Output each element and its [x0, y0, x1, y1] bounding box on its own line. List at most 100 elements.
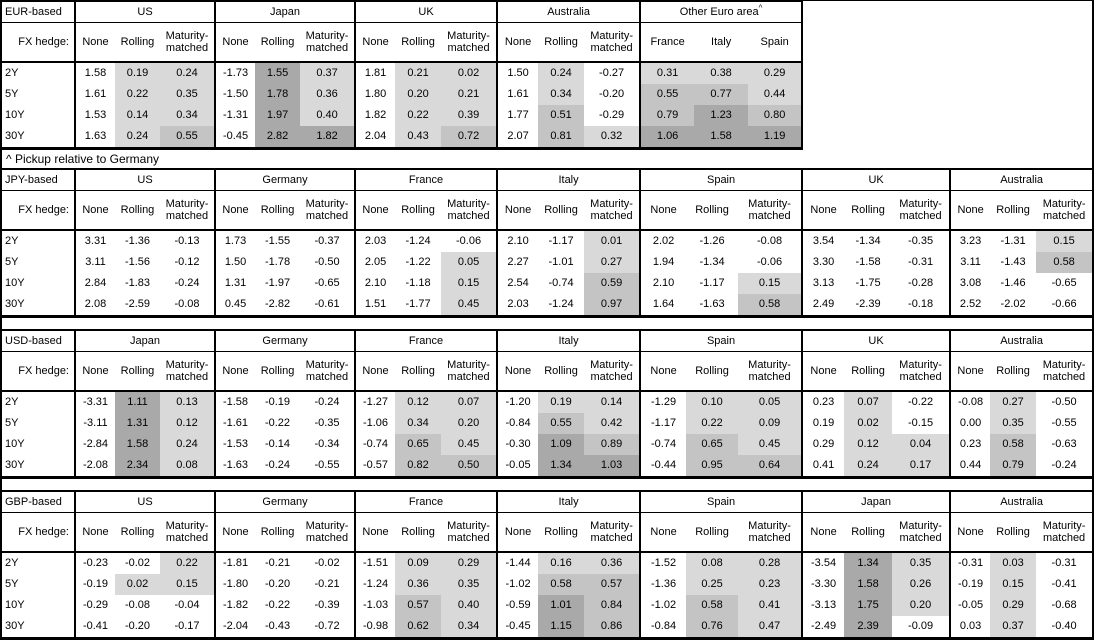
value-cell: 0.34: [395, 413, 442, 434]
value-cell: -0.39: [314, 599, 340, 611]
value-cell: -1.34: [699, 256, 725, 268]
value-cell: 2.10: [496, 230, 539, 252]
value-cell: 0.34: [538, 84, 585, 105]
value-cell: -0.41: [74, 616, 115, 639]
column-header: Rolling: [255, 190, 301, 231]
column-header: None: [949, 512, 991, 553]
value-cell: -1.97: [264, 277, 291, 289]
value-cell: -1.53: [214, 434, 256, 455]
group-header: Japan: [801, 491, 951, 513]
value-cell: -1.31: [214, 105, 256, 126]
column-header: Rolling: [686, 351, 739, 392]
value-cell: -1.50: [214, 84, 256, 105]
column-header: None: [74, 512, 115, 553]
column-header: None: [496, 22, 539, 63]
value-cell: -1.63: [699, 298, 725, 310]
column-header: Maturity-matched: [1036, 512, 1093, 553]
data-row: 30Y -0.41 -0.20 -0.17 -2.04 -0.43 -0.72 -0.98 0.…: [2, 616, 1092, 639]
value-cell: -2.84: [74, 434, 115, 455]
value-cell: -0.30: [496, 434, 539, 455]
column-header: Rolling: [395, 512, 442, 553]
value-cell: 0.43: [395, 126, 442, 149]
column-header: Rolling: [395, 190, 442, 231]
value-cell: 1.53: [74, 105, 115, 126]
group-header: Other Euro area^: [639, 1, 803, 23]
value-cell: 0.01: [584, 230, 641, 252]
value-cell: -1.55: [264, 235, 291, 247]
value-cell: -0.34: [314, 438, 340, 450]
column-header: None: [949, 190, 991, 231]
value-cell: -1.06: [354, 413, 396, 434]
value-cell: 0.02: [115, 574, 160, 595]
column-header: Rolling: [115, 190, 160, 231]
value-cell: -1.51: [354, 552, 396, 574]
value-cell: -1.17: [639, 413, 687, 434]
hedge-header-row: FX hedge: None Rolling Maturity-matched None…: [2, 190, 1093, 231]
group-header: UK: [801, 330, 951, 352]
data-row: 30Y 2.08 -2.59 -0.08 0.45 -2.82 -0.61 1.51 -1.77…: [2, 294, 1092, 317]
value-cell: -0.41: [1051, 578, 1077, 590]
value-cell: -0.45: [496, 616, 539, 639]
value-cell: 3.11: [74, 252, 115, 273]
column-header: Rolling: [844, 190, 893, 231]
value-cell: 0.45: [738, 434, 803, 455]
value-cell: -0.19: [949, 574, 991, 595]
value-cell: 1.75: [844, 595, 893, 616]
value-cell: 1.31: [115, 413, 160, 434]
value-cell: 1.81: [354, 62, 396, 84]
value-cell: 0.19: [801, 413, 845, 434]
group-header: Australia: [949, 330, 1093, 352]
value-cell: -1.34: [855, 235, 881, 247]
value-cell: 2.52: [949, 294, 991, 317]
value-cell: -1.27: [354, 391, 396, 413]
column-header: Maturity-matched: [441, 351, 498, 392]
value-cell: 0.40: [300, 105, 356, 126]
table-base-label: GBP-based: [2, 491, 75, 513]
value-cell: -0.09: [908, 620, 934, 632]
value-cell: 0.81: [538, 126, 585, 149]
value-cell: -0.08: [949, 391, 991, 413]
row-label: 30Y: [5, 298, 25, 310]
value-cell: -0.59: [496, 595, 539, 616]
value-cell: 1.58: [844, 574, 893, 595]
group-header: UK: [801, 169, 951, 191]
hedge-header-row: FX hedge: None Rolling Maturity-matched None…: [2, 351, 1093, 392]
value-cell: -1.29: [639, 391, 687, 413]
value-cell: 3.13: [801, 273, 845, 294]
value-cell: 1.61: [74, 84, 115, 105]
value-cell: 1.82: [300, 126, 356, 149]
value-cell: -1.46: [1000, 277, 1026, 289]
value-cell: 0.45: [441, 434, 498, 455]
group-header: UK: [354, 1, 498, 23]
value-cell: 0.45: [441, 294, 498, 317]
value-cell: -1.82: [214, 595, 256, 616]
value-cell: 1.23: [694, 105, 749, 126]
column-header: Maturity-matched: [160, 190, 216, 231]
data-row: 5Y 1.61 0.22 0.35 -1.50 1.78 0.36 1.80 0.20 0.21 1…: [2, 84, 803, 105]
value-cell: -0.50: [1051, 396, 1077, 408]
data-row: 10Y -2.84 1.58 0.24 -1.53 -0.14 -0.34 -0.74 0.65…: [2, 434, 1092, 455]
hedge-header-row: FX hedge: None Rolling Maturity-matched None…: [2, 512, 1093, 553]
column-header: Spain: [748, 22, 803, 63]
value-cell: -1.17: [548, 235, 574, 247]
value-cell: 0.19: [538, 391, 585, 413]
value-cell: 1.94: [639, 252, 687, 273]
value-cell: 2.54: [496, 273, 539, 294]
value-cell: 3.30: [801, 252, 845, 273]
value-cell: 2.10: [639, 273, 687, 294]
column-header: Rolling: [844, 351, 893, 392]
value-cell: -0.23: [74, 552, 115, 574]
column-header: Maturity-matched: [738, 190, 803, 231]
column-header: Rolling: [255, 22, 301, 63]
value-cell: 0.41: [801, 455, 845, 478]
value-cell: 0.35: [892, 552, 951, 574]
value-cell: 2.05: [354, 252, 396, 273]
value-cell: 1.50: [496, 62, 539, 84]
value-cell: 0.21: [441, 84, 498, 105]
value-cell: -1.36: [124, 235, 151, 247]
value-cell: -1.80: [214, 574, 256, 595]
fx-hedge-label: FX hedge:: [2, 22, 75, 63]
value-cell: -0.20: [264, 578, 291, 590]
column-header: None: [214, 351, 256, 392]
column-header: Maturity-matched: [892, 190, 951, 231]
